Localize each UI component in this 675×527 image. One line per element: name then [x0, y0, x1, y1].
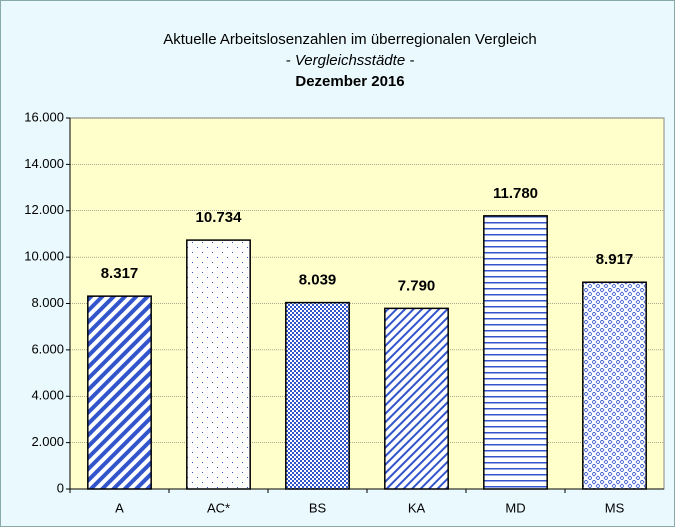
bar: [285, 301, 350, 490]
y-tick-label: 16.000: [24, 109, 64, 124]
x-tick-label: A: [115, 500, 124, 515]
bar: [483, 215, 548, 490]
y-tick-label: 12.000: [24, 202, 64, 217]
y-tick-label: 8.000: [31, 295, 64, 310]
value-label: 8.039: [299, 272, 337, 289]
x-tick-label: MD: [505, 500, 525, 515]
bar: [186, 239, 251, 490]
x-tick-label: AC*: [207, 500, 230, 515]
chart-subtitle: - Vergleichsstädte -: [286, 52, 415, 69]
bar: [384, 307, 449, 490]
chart-title: Aktuelle Arbeitslosenzahlen im überregio…: [163, 31, 537, 48]
value-label: 7.790: [398, 277, 436, 294]
value-label: 11.780: [493, 185, 538, 202]
y-tick-label: 2.000: [31, 434, 64, 449]
value-label: 8.917: [596, 251, 634, 268]
value-label: 10.734: [196, 209, 243, 226]
y-tick-label: 4.000: [31, 388, 64, 403]
y-tick-label: 14.000: [24, 156, 64, 171]
x-tick-label: BS: [309, 500, 327, 515]
chart-period: Dezember 2016: [295, 73, 404, 90]
bar: [87, 295, 152, 490]
y-tick-label: 0: [57, 480, 64, 495]
y-tick-label: 6.000: [31, 341, 64, 356]
bar: [582, 281, 647, 490]
x-tick-label: MS: [605, 500, 625, 515]
y-tick-label: 10.000: [24, 249, 64, 264]
x-tick-label: KA: [408, 500, 426, 515]
value-label: 8.317: [101, 265, 139, 282]
